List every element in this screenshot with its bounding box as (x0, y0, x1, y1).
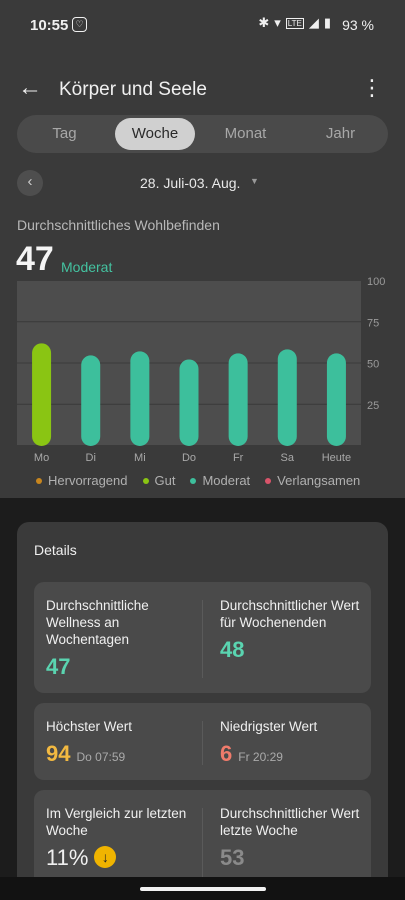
comparison-tile: Im Vergleich zur letzten Woche 11% ↓ Durc… (34, 790, 371, 892)
x-tick-label: Di (86, 452, 96, 464)
back-arrow-icon[interactable]: ← (18, 74, 42, 101)
page-title: Körper und Seele (59, 79, 207, 100)
date-range-selector[interactable]: 28. Juli-03. Aug. (140, 175, 241, 191)
weekday-average: Durchschnittliche Wellness an Wochentage… (34, 582, 202, 680)
tab-year[interactable]: Jahr (325, 125, 356, 142)
wellness-bar-chart: 100 75 50 25 Mo Di Mi Do Fr Sa Heute (17, 276, 385, 464)
last-week-average-label: Durchschnittlicher Wert letzte Woche (220, 806, 360, 838)
battery-icon: ▮ (323, 15, 331, 30)
highest-value-label: Höchster Wert (46, 719, 133, 734)
last-week-average: Durchschnittlicher Wert letzte Woche 53 (208, 790, 376, 871)
details-card: Details Durchschnittliche Wellness an Wo… (17, 522, 388, 892)
more-options-icon[interactable]: ⋮ (361, 75, 383, 100)
bluetooth-icon: ✱ (258, 15, 270, 30)
bar-mi (130, 351, 150, 446)
highest-value-time: Do 07:59 (76, 750, 126, 764)
app-bar: ← Körper und Seele ⋮ (0, 72, 405, 108)
last-week-average-value: 53 (220, 845, 245, 870)
x-tick-label: Heute (322, 452, 351, 464)
lowest-value: Niedrigster Wert 6 Fr 20:29 (208, 703, 376, 767)
arrow-down-icon: ↓ (94, 846, 117, 868)
legend-item-verlangsamen: Verlangsamen (265, 473, 360, 488)
lowest-value-number: 6 (220, 741, 233, 766)
chart-band (17, 322, 361, 363)
x-tick-label: Mo (34, 452, 49, 464)
x-tick-label: Sa (281, 452, 295, 464)
y-tick-label: 100 (367, 276, 385, 288)
legend-dot (265, 477, 272, 484)
clock: 10:55 (30, 17, 69, 34)
x-tick-label: Fr (233, 452, 244, 464)
average-tile: Durchschnittliche Wellness an Wochentage… (34, 582, 371, 693)
tile-divider (202, 600, 203, 678)
period-tabs: Tag Woche Monat Jahr (17, 115, 388, 153)
volte-icon: LTE (285, 17, 304, 29)
details-title: Details (34, 542, 77, 558)
highest-value-number: 94 (46, 741, 71, 766)
date-navigator: ‹ 28. Juli-03. Aug. ▼ (17, 170, 388, 196)
legend-dot (142, 477, 149, 484)
weekend-average-label: Durchschnittlicher Wert für Wochenenden (220, 598, 360, 630)
weekly-comparison: Im Vergleich zur letzten Woche 11% ↓ (34, 790, 202, 871)
summary-value: 47 (16, 240, 54, 278)
health-notification-icon: ♡ (72, 17, 87, 32)
legend-dot (190, 477, 197, 484)
lowest-value-time: Fr 20:29 (238, 750, 283, 764)
gesture-handle[interactable] (140, 887, 266, 891)
navigation-bar (0, 877, 405, 900)
highest-value: Höchster Wert 94 Do 07:59 (34, 703, 202, 767)
y-tick-label: 25 (367, 400, 379, 412)
bar-do (179, 359, 199, 446)
chart-legend: Hervorragend Gut Moderat Verlangsamen (36, 473, 360, 488)
x-tick-label: Do (182, 452, 196, 464)
weekly-comparison-value: 11% (46, 845, 89, 870)
chart-band (17, 281, 361, 322)
tab-month[interactable]: Monat (224, 125, 267, 142)
chevron-down-icon[interactable]: ▼ (250, 176, 259, 186)
y-tick-label: 75 (367, 317, 379, 329)
summary-status: Moderat (61, 259, 113, 275)
legend-item-moderat: Moderat (190, 473, 250, 488)
tab-day[interactable]: Tag (52, 125, 77, 142)
weekly-comparison-label: Im Vergleich zur letzten Woche (46, 806, 187, 838)
x-tick-label: Mi (134, 452, 146, 464)
wifi-icon: ▾ (274, 15, 281, 30)
legend-item-hervorragend: Hervorragend (36, 473, 128, 488)
lowest-value-label: Niedrigster Wert (220, 719, 318, 734)
legend-item-gut: Gut (142, 473, 175, 488)
bar-mo (32, 343, 52, 446)
weekend-average-value: 48 (220, 637, 245, 662)
battery-percent: 93 % (342, 17, 374, 33)
bar-di (81, 355, 101, 446)
weekend-average: Durchschnittlicher Wert für Wochenenden … (208, 582, 376, 663)
tile-divider (202, 721, 203, 765)
bar-heute (326, 353, 346, 446)
y-tick-label: 50 (367, 359, 379, 371)
summary-label: Durchschnittliches Wohlbefinden (17, 217, 220, 233)
extremes-tile: Höchster Wert 94 Do 07:59 Niedrigster Wer… (34, 703, 371, 780)
tile-divider (202, 808, 203, 886)
status-bar: 10:55 ♡ ✱ ▾ LTE ◢ ▮ 93 % (0, 0, 405, 52)
previous-period-button[interactable]: ‹ (17, 170, 43, 196)
weekday-average-label: Durchschnittliche Wellness an Wochentage… (46, 598, 149, 647)
legend-dot (36, 477, 42, 484)
bar-sa (277, 349, 297, 446)
bar-fr (228, 353, 248, 446)
weekday-average-value: 47 (46, 654, 71, 679)
tab-week[interactable]: Woche (115, 118, 195, 150)
signal-icon: ◢ (308, 15, 319, 30)
